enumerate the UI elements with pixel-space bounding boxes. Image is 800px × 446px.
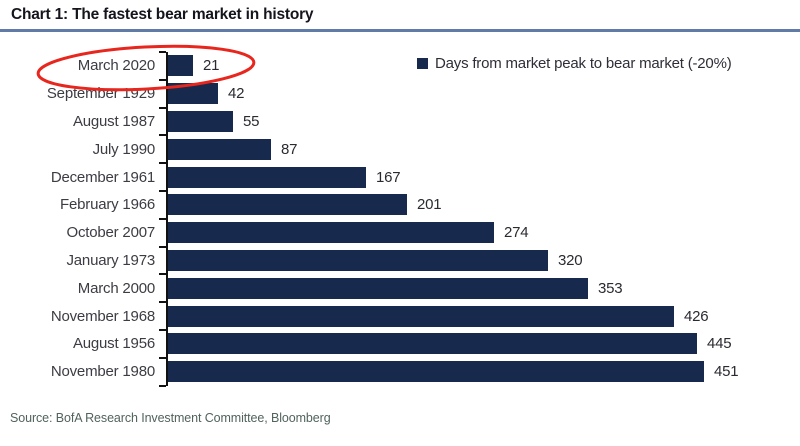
value-label: 21 [203, 57, 220, 75]
value-label: 320 [558, 251, 583, 269]
axis-tick [159, 273, 166, 276]
bar-row: July 1990 87 [0, 135, 800, 163]
bar [168, 222, 494, 244]
bar [168, 305, 674, 327]
chart-title: Chart 1: The fastest bear market in hist… [11, 6, 314, 23]
category-label: October 2007 [66, 224, 156, 242]
bar-area: 87 [168, 138, 298, 160]
bar [168, 361, 704, 383]
bar-row: November 1980 451 [0, 358, 800, 386]
bar [168, 277, 588, 299]
bar-area: 445 [168, 333, 732, 355]
legend: Days from market peak to bear market (-2… [417, 55, 732, 72]
axis-tick [159, 384, 166, 387]
category-label: August 1987 [72, 112, 155, 130]
bar-row: March 2000 353 [0, 274, 800, 302]
bar [168, 249, 548, 271]
bar-row: November 1968 426 [0, 302, 800, 330]
category-label: January 1973 [66, 251, 155, 269]
bar-row: September 1929 42 [0, 80, 800, 108]
bar-area: 274 [168, 222, 529, 244]
source-note: Source: BofA Research Investment Committ… [10, 411, 331, 425]
value-label: 426 [684, 307, 709, 325]
value-label: 167 [376, 168, 401, 186]
category-label: August 1956 [72, 335, 155, 353]
axis-tick [159, 217, 166, 220]
bar [168, 333, 697, 355]
category-label: February 1966 [60, 196, 155, 214]
category-label: November 1980 [50, 363, 155, 381]
axis-tick [159, 162, 166, 165]
value-label: 274 [504, 224, 529, 242]
axis-tick [159, 106, 166, 109]
value-label: 201 [417, 196, 442, 214]
value-label: 451 [714, 363, 739, 381]
bar-area: 451 [168, 361, 739, 383]
value-label: 87 [281, 140, 298, 158]
bar [168, 55, 193, 77]
bar-area: 426 [168, 305, 709, 327]
bar [168, 166, 366, 188]
category-label: September 1929 [46, 85, 155, 103]
category-label: July 1990 [92, 140, 156, 158]
legend-label: Days from market peak to bear market (-2… [435, 55, 732, 72]
legend-swatch-icon [417, 58, 428, 69]
bar-row: January 1973 320 [0, 247, 800, 275]
value-label: 353 [598, 279, 623, 297]
axis-tick [159, 190, 166, 192]
axis-tick [159, 356, 166, 359]
category-label: December 1961 [50, 168, 155, 186]
category-label: March 2000 [77, 279, 155, 297]
bar-row: March 2020 21 [0, 52, 800, 80]
bar-row: February 1966 201 [0, 191, 800, 219]
bar-area: 167 [168, 166, 401, 188]
value-label: 42 [228, 85, 245, 103]
axis-tick [159, 245, 166, 248]
bar-area: 201 [168, 194, 442, 216]
bar-area: 55 [168, 110, 260, 132]
bar-area: 21 [168, 55, 220, 77]
bar-area: 42 [168, 83, 245, 105]
bar-row: October 2007 274 [0, 219, 800, 247]
bar [168, 194, 407, 216]
value-label: 445 [707, 335, 732, 353]
bar [168, 83, 218, 105]
title-underline [0, 29, 800, 32]
axis-tick [159, 329, 166, 331]
bar [168, 138, 271, 160]
category-label: March 2020 [77, 57, 155, 75]
bar [168, 110, 233, 132]
axis-tick [159, 134, 166, 137]
bar-area: 353 [168, 277, 623, 299]
bar-row: August 1987 55 [0, 108, 800, 136]
bar-rows: March 2020 21 September 1929 42 August 1987 5… [0, 52, 800, 386]
bar-area: 320 [168, 249, 583, 271]
bar-row: December 1961 167 [0, 163, 800, 191]
category-label: November 1968 [50, 307, 155, 325]
y-axis-line [166, 52, 168, 386]
bar-row: August 1956 445 [0, 330, 800, 358]
axis-tick [159, 301, 166, 304]
value-label: 55 [243, 112, 260, 130]
